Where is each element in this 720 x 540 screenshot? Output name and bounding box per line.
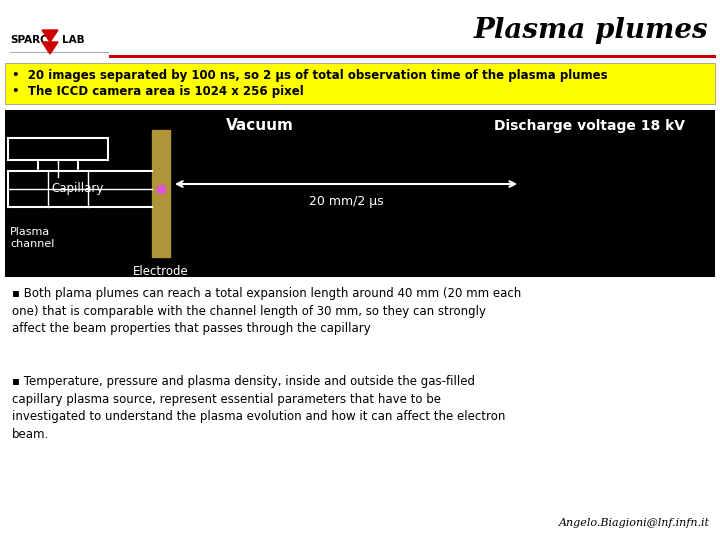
Text: LAB: LAB — [62, 35, 85, 45]
Bar — [152, 130, 170, 257]
Text: ▪ Both plama plumes can reach a total expansion length around 40 mm (20 mm each
: ▪ Both plama plumes can reach a total ex… — [12, 287, 521, 335]
Bar — [5, 63, 715, 104]
Text: Capillary: Capillary — [52, 182, 104, 195]
Polygon shape — [42, 42, 58, 54]
Text: Vacuum: Vacuum — [226, 118, 294, 133]
Text: SPARC: SPARC — [10, 35, 48, 45]
Text: Plasma plumes: Plasma plumes — [473, 17, 708, 44]
Text: •  20 images separated by 100 ns, so 2 μs of total observation time of the plasm: • 20 images separated by 100 ns, so 2 μs… — [12, 69, 608, 82]
Text: •  The ICCD camera area is 1024 x 256 pixel: • The ICCD camera area is 1024 x 256 pix… — [12, 85, 304, 98]
Text: Plasma
channel: Plasma channel — [10, 227, 55, 249]
Bar — [5, 110, 715, 277]
Text: Electrode: Electrode — [133, 265, 189, 278]
Text: 20 mm/2 μs: 20 mm/2 μs — [309, 195, 383, 208]
Text: Angelo.Biagioni@lnf.infn.it: Angelo.Biagioni@lnf.infn.it — [559, 518, 710, 528]
Text: Discharge voltage 18 kV: Discharge voltage 18 kV — [495, 119, 685, 133]
Polygon shape — [42, 30, 58, 42]
Text: ▪ Temperature, pressure and plasma density, inside and outside the gas-filled
ca: ▪ Temperature, pressure and plasma densi… — [12, 375, 505, 441]
Bar — [8, 138, 108, 160]
